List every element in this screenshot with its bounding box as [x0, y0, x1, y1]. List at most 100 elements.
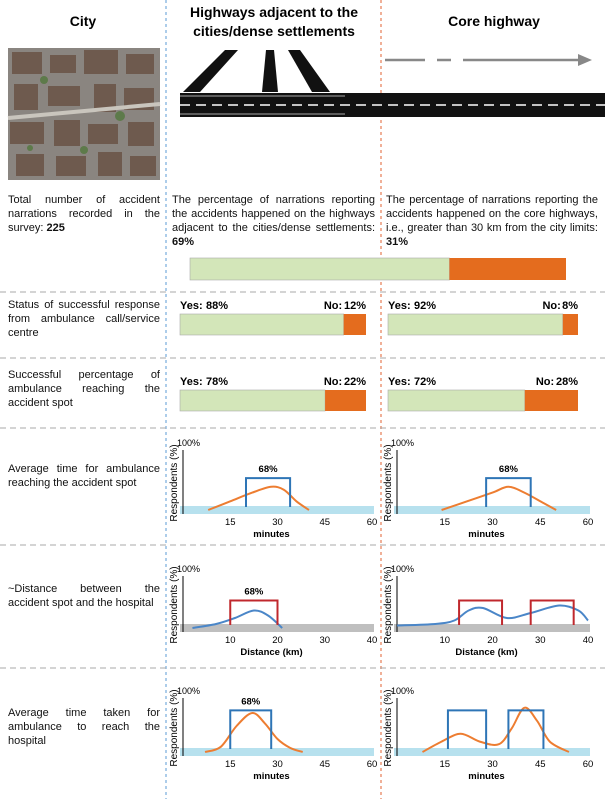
x-tick-label: 15	[225, 759, 236, 770]
x-tick-label: 40	[583, 635, 594, 646]
range-bracket	[507, 709, 545, 749]
distribution-curve	[421, 706, 570, 753]
bar-segment	[325, 390, 366, 411]
bracket-label: 68%	[259, 464, 279, 475]
x-axis-label: minutes	[253, 771, 289, 782]
x-tick-label: 15	[439, 517, 450, 528]
bracket-label: 68%	[499, 464, 519, 475]
range-bracket	[458, 599, 504, 625]
bracket-label: 68%	[244, 587, 264, 598]
bar-segment	[179, 389, 326, 412]
y-axis-label: Respondents (%)	[169, 566, 180, 643]
yes-text: Yes:	[388, 376, 411, 388]
x-tick-label: 30	[535, 635, 546, 646]
row-dividers	[0, 291, 605, 669]
row-label: Average time taken for ambulance to reac…	[8, 707, 160, 747]
baseline-band	[180, 748, 374, 756]
x-tick-label: 45	[319, 517, 330, 528]
no-value: 8%	[562, 300, 578, 312]
x-tick-label: 30	[487, 759, 498, 770]
x-tick-label: 40	[367, 635, 378, 646]
range-bracket	[229, 599, 279, 625]
no-text: No:	[536, 376, 554, 388]
bar-segment	[179, 313, 344, 336]
yes-value: 78%	[206, 376, 228, 388]
baseline-band	[394, 624, 590, 632]
bar-segment	[449, 258, 566, 280]
bar-segment	[387, 313, 564, 336]
narration-text: The percentage of narrations reporting t…	[172, 194, 375, 248]
range-bracket	[529, 599, 575, 625]
city-photo	[7, 48, 161, 180]
x-tick-label: 30	[272, 517, 283, 528]
yes-value: 92%	[414, 300, 436, 312]
x-tick-label: 45	[319, 759, 330, 770]
y-axis-label: Respondents (%)	[169, 444, 180, 521]
no-value: 12%	[344, 300, 366, 312]
range-bracket	[485, 477, 532, 507]
y-axis-label: Respondents (%)	[383, 444, 394, 521]
bar-segment	[189, 257, 450, 281]
baseline-band	[180, 624, 374, 632]
x-tick-label: 30	[272, 759, 283, 770]
narration-text: The percentage of narrations reporting t…	[386, 194, 598, 248]
yes-value: 72%	[414, 376, 436, 388]
yes-text: Yes:	[180, 376, 203, 388]
y-axis-label: Respondents (%)	[383, 566, 394, 643]
x-tick-label: 10	[225, 635, 236, 646]
row-label: ~Distance between the accident spot and …	[8, 583, 160, 609]
range-bracket	[245, 477, 292, 507]
x-tick-label: 45	[535, 517, 546, 528]
x-axis-label: minutes	[468, 771, 504, 782]
column-title: Highways adjacent to the cities/dense se…	[189, 4, 359, 39]
x-axis-label: Distance (km)	[455, 647, 517, 658]
y-top-label: 100%	[391, 438, 414, 448]
x-tick-label: 60	[583, 759, 594, 770]
row-label: Successful percentage of ambulance reach…	[8, 369, 160, 409]
x-tick-label: 10	[439, 635, 450, 646]
bar-segment	[562, 314, 578, 335]
y-top-label: 100%	[391, 564, 414, 574]
total-narrations: Total number of accident narrations reco…	[8, 194, 160, 234]
distribution-curve	[207, 485, 310, 511]
bar-segment	[343, 314, 366, 335]
no-text: No:	[542, 300, 560, 312]
y-axis-label: Respondents (%)	[169, 689, 180, 766]
distribution-curve	[204, 712, 304, 753]
no-text: No:	[324, 300, 342, 312]
y-top-label: 100%	[391, 686, 414, 696]
x-tick-label: 20	[272, 635, 283, 646]
distribution-curve	[396, 604, 589, 627]
range-bracket	[446, 709, 488, 749]
road-diagram	[180, 50, 605, 117]
x-tick-label: 60	[367, 759, 378, 770]
distribution-curve	[441, 485, 557, 511]
y-top-label: 100%	[177, 564, 200, 574]
x-tick-label: 60	[367, 517, 378, 528]
bar-segment	[524, 390, 578, 411]
yes-text: Yes:	[180, 300, 203, 312]
y-axis-label: Respondents (%)	[383, 689, 394, 766]
x-tick-label: 20	[487, 635, 498, 646]
baseline-band	[180, 506, 374, 514]
x-tick-label: 60	[583, 517, 594, 528]
baseline-band	[394, 506, 590, 514]
y-top-label: 100%	[177, 438, 200, 448]
column-title: Core highway	[448, 13, 540, 29]
x-tick-label: 30	[319, 635, 330, 646]
no-text: No:	[324, 376, 342, 388]
yes-value: 88%	[206, 300, 228, 312]
range-bracket	[229, 709, 273, 749]
bracket-label: 68%	[241, 696, 261, 707]
x-axis-label: minutes	[468, 529, 504, 540]
x-tick-label: 15	[225, 517, 236, 528]
row-label: Average time for ambulance reaching the …	[8, 463, 160, 489]
no-value: 28%	[556, 376, 578, 388]
no-value: 22%	[344, 376, 366, 388]
column-title: City	[69, 13, 97, 29]
x-axis-label: minutes	[253, 529, 289, 540]
x-axis-label: Distance (km)	[240, 647, 302, 658]
x-tick-label: 45	[535, 759, 546, 770]
